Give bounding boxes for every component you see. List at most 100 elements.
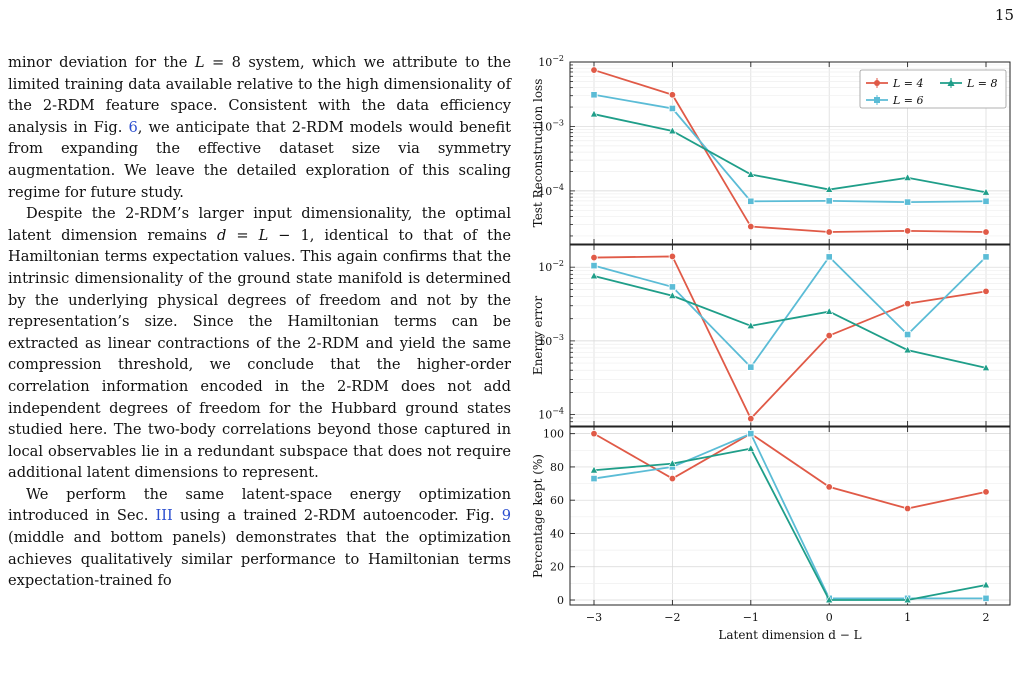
y-tick-exponent: −3 — [552, 333, 564, 342]
data-point-triangle — [746, 443, 755, 452]
data-point-triangle — [746, 321, 755, 329]
data-point-circle — [982, 228, 990, 236]
text-run: (middle and bottom panels) demonstrates … — [8, 529, 511, 590]
x-tick-label: 2 — [983, 611, 990, 624]
y-tick-base: 10 — [538, 56, 552, 69]
data-point-circle — [668, 474, 677, 483]
series-line-L4 — [593, 69, 987, 233]
data-point-triangle — [825, 306, 834, 315]
data-point-square — [668, 104, 676, 113]
y-axis-label: Test Reconstruction loss — [531, 79, 545, 228]
legend-marker-square — [874, 97, 880, 103]
y-tick-label: 10−4 — [538, 407, 564, 422]
data-point-triangle — [981, 363, 991, 371]
text-run: minor deviation for the — [8, 54, 195, 71]
paragraph-1: minor deviation for the L = 8 system, wh… — [8, 52, 511, 203]
figure-9: 10−2 10−3 10−4 Test Reconstruction loss L = … — [528, 52, 1018, 656]
y-tick-label: 100 — [543, 428, 564, 441]
series-line-L6 — [593, 432, 986, 600]
legend-label: L = 8 — [966, 77, 998, 90]
data-point-triangle — [668, 291, 677, 299]
paragraph-3: We perform the same latent-space energy … — [8, 484, 511, 592]
data-point-circle — [747, 222, 755, 231]
series-line-L6 — [593, 255, 987, 369]
data-point-circle — [903, 504, 912, 513]
y-tick-label: 10−2 — [538, 259, 564, 274]
cross-reference-link[interactable]: III — [155, 507, 173, 525]
y-tick-label: 10−2 — [538, 54, 564, 69]
y-axis-label: Energy error — [531, 296, 545, 375]
legend-marker-triangle — [947, 79, 955, 86]
data-point-circle — [982, 287, 990, 296]
data-point-circle — [747, 414, 755, 423]
y-tick-label: 40 — [550, 527, 564, 540]
data-point-circle — [590, 66, 598, 74]
text-run: We perform the same latent-space energy … — [8, 485, 511, 525]
data-point-triangle — [746, 169, 755, 178]
y-tick-base: 10 — [538, 409, 552, 422]
text-run: = — [226, 226, 259, 244]
math-symbol: L — [194, 54, 205, 71]
data-point-circle — [903, 227, 912, 235]
data-point-circle — [982, 488, 990, 496]
text-run: = 8 system, which we attribute to the li… — [8, 54, 511, 136]
data-point-triangle — [668, 458, 677, 467]
data-point-triangle — [589, 271, 599, 280]
x-tick-label: 0 — [826, 611, 833, 624]
series-line-L8 — [593, 447, 987, 601]
data-point-square — [590, 262, 598, 270]
legend-label: L = 6 — [892, 94, 924, 107]
data-point-triangle — [825, 595, 834, 604]
data-point-square — [668, 283, 676, 291]
x-tick-label: −2 — [664, 611, 680, 624]
series-line-L4 — [593, 432, 987, 510]
y-tick-label: 20 — [550, 561, 564, 574]
y-tick-label: 10−3 — [538, 333, 564, 348]
data-point-triangle — [981, 187, 991, 196]
paragraph-2: Despite the 2-RDM’s larger input dimensi… — [8, 203, 511, 484]
y-tick-base: 10 — [538, 185, 552, 198]
data-point-square — [590, 91, 598, 99]
data-point-square — [982, 253, 990, 261]
data-point-square — [903, 330, 912, 339]
data-point-circle — [590, 429, 598, 438]
data-point-square — [982, 197, 990, 205]
data-point-triangle — [825, 184, 834, 193]
text-run: using a trained 2-RDM autoencoder. Fig. — [172, 507, 502, 525]
data-point-square — [825, 197, 833, 205]
y-tick-label: 0 — [557, 594, 564, 607]
data-point-square — [903, 198, 912, 206]
cross-reference-link[interactable]: 6 — [128, 118, 138, 136]
data-point-circle — [825, 331, 833, 340]
text-run: − 1, identical to that of the Hamiltonia… — [8, 226, 512, 482]
axes-frame — [569, 61, 1011, 245]
cross-reference-link[interactable]: 9 — [501, 507, 511, 525]
y-tick-label: 80 — [550, 461, 564, 474]
data-point-square — [747, 430, 755, 438]
y-tick-exponent: −2 — [552, 259, 564, 268]
page-number: 15 — [994, 6, 1014, 24]
legend-box — [859, 69, 1007, 109]
data-point-circle — [590, 253, 598, 262]
y-tick-base: 10 — [538, 261, 552, 274]
data-point-triangle — [589, 109, 599, 118]
y-axis-label: Percentage kept (%) — [531, 454, 545, 578]
math-symbol: d — [217, 226, 227, 244]
data-point-circle — [903, 299, 912, 308]
series-line-L6 — [593, 93, 987, 204]
data-point-triangle — [903, 345, 912, 354]
data-point-square — [825, 253, 833, 261]
math-symbol: L — [258, 226, 269, 244]
body-text: minor deviation for the L = 8 system, wh… — [8, 52, 511, 592]
data-point-triangle — [903, 595, 912, 604]
data-point-square — [747, 363, 755, 371]
data-point-square — [747, 197, 755, 205]
text-run: , we anticipate that 2-RDM models would … — [8, 118, 511, 201]
data-point-circle — [668, 252, 677, 261]
data-point-triangle — [589, 465, 599, 474]
y-tick-base: 10 — [538, 335, 552, 348]
y-tick-exponent: −2 — [552, 54, 564, 63]
